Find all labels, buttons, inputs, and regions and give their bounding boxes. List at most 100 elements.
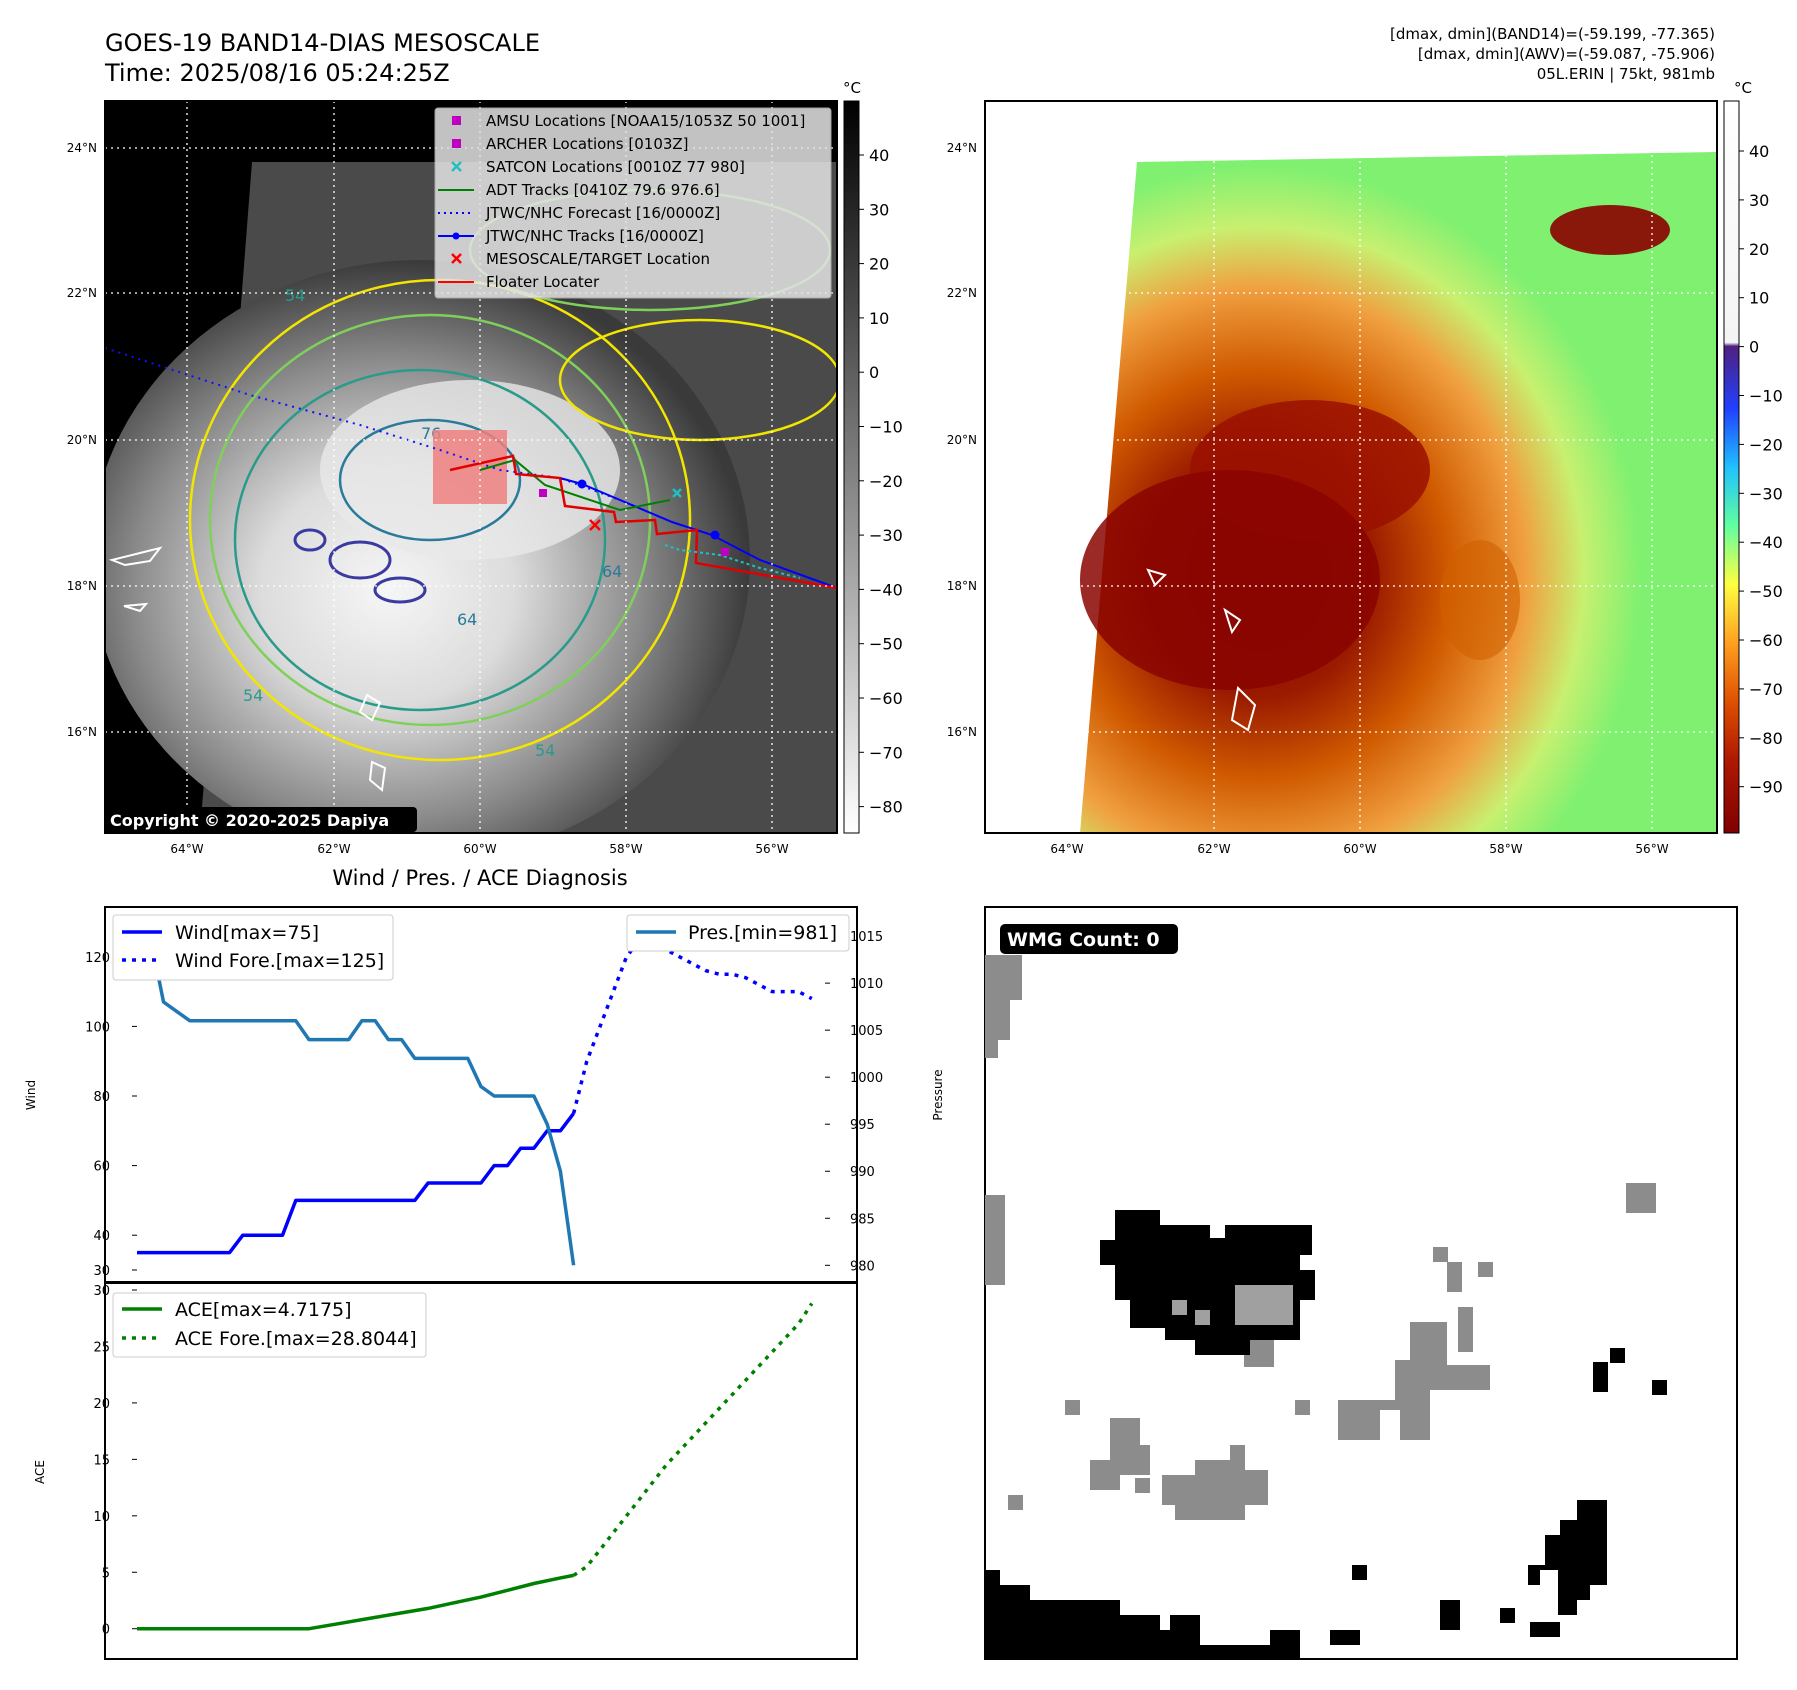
lat-label: 18°N [67,579,97,593]
legend-item: MESOSCALE/TARGET Location [451,250,710,268]
legend-wind: Wind[max=75] [175,922,319,944]
diagnosis-title: Wind / Pres. / ACE Diagnosis [332,866,627,890]
lon-label: 58°W [1489,842,1522,856]
colorbar-tick-label: −50 [1749,582,1783,601]
y2-tick-label: 995 [850,1118,875,1133]
awv-map-panel: 24°N 22°N 20°N 18°N 16°N 64°W 62°W 60°W … [947,79,1783,856]
legend-label: JTWC/NHC Tracks [16/0000Z] [485,227,704,245]
colorbar-tick-label: −50 [869,635,903,654]
legend-item: ADT Tracks [0410Z 79.6 976.6] [438,181,720,199]
info-storm: 05L.ERIN | 75kt, 981mb [1537,65,1715,83]
colorbar-tick-label: 40 [869,146,889,165]
legend-label: AMSU Locations [NOAA15/1053Z 50 1001] [486,112,805,130]
ir-colorbar-ticks: 40 30 20 10 0 −10 −20 −30 −40 −50 −60 −70 −80 [859,146,903,817]
island-outline [1223,607,1242,635]
legend-x-marker [451,161,462,172]
y2-tick-label: 1005 [850,1024,883,1039]
legend-pressure: Pres.[min=981] [688,922,837,944]
contour-label: 54 [243,686,263,705]
copyright-text: Copyright © 2020-2025 Dapiya [110,811,389,830]
info-band14: [dmax, dmin](BAND14)=(-59.199, -77.365) [1390,25,1715,43]
wmg-count-box [1000,924,1178,954]
map-legend: AMSU Locations [NOAA15/1053Z 50 1001] ARC… [434,107,832,299]
legend-label: JTWC/NHC Forecast [16/0000Z] [485,204,720,222]
colorbar-tick-label: −70 [869,743,903,762]
y2-tick-label: 1015 [850,930,883,945]
y-tick-label: 25 [93,1340,110,1355]
lat-label: 20°N [947,433,977,447]
wind-legend: Wind[max=75] Wind Fore.[max=125] [112,914,394,981]
colorbar-tick-label: −80 [1749,729,1783,748]
lon-label: 60°W [1343,842,1376,856]
figure-title: GOES-19 BAND14-DIAS MESOSCALE [105,29,540,57]
lat-label: 16°N [947,725,977,739]
adt-track [479,458,671,512]
colorbar-tick-label: −90 [1749,778,1783,797]
archer-marker [539,489,547,497]
lon-label: 56°W [1635,842,1668,856]
colorbar-tick-label: −80 [869,798,903,817]
y-tick-label: 10 [93,1510,110,1525]
y-tick-label: 5 [102,1566,110,1581]
info-awv: [dmax, dmin](AWV)=(-59.087, -75.906) [1418,45,1715,63]
ace-chart: ACE 0 5 10 15 20 25 30 ACE[max=4.7175] ACE For… [33,1282,858,1660]
y2-tick-label: 1010 [850,977,883,992]
legend-ace: ACE[max=4.7175] [175,1299,352,1321]
ir-lat-labels: 24°N 22°N 20°N 18°N 16°N [67,141,97,739]
y-tick-label: 120 [85,951,110,966]
ir-lon-labels: 64°W 62°W 60°W 58°W 56°W [170,842,788,856]
lon-label: 64°W [1050,842,1083,856]
legend-label: Floater Locater [486,273,600,291]
pressure-legend: Pres.[min=981] [626,914,850,952]
contour-label: 54 [285,286,305,305]
colorbar-tick-label: −10 [869,418,903,437]
awv-colorbar-unit: °C [1734,79,1752,97]
colorbar-tick-label: −40 [869,580,903,599]
wmg-gray-cells [985,955,1656,1520]
lat-label: 24°N [947,141,977,155]
legend-ace-forecast: ACE Fore.[max=28.8044] [175,1328,417,1350]
ir-colorbar [843,100,860,834]
colorbar-tick-label: 20 [869,255,889,274]
awv-colorbar [1723,100,1740,834]
wmg-plot-area [984,906,1738,1660]
y-tick-label: 30 [93,1264,110,1279]
legend-square-marker [452,139,461,148]
mesoscale-target-box [433,430,507,504]
lat-label: 18°N [947,579,977,593]
legend-item: AMSU Locations [NOAA15/1053Z 50 1001] [452,112,805,130]
lat-label: 22°N [947,286,977,300]
wind-pressure-plot-area [104,906,858,1283]
map-legend-box [434,107,832,299]
y-tick-label: 0 [102,1623,110,1638]
contour-label: 54 [535,741,555,760]
lat-label: 22°N [67,286,97,300]
lon-label: 58°W [609,842,642,856]
wmg-count-label: WMG Count: 0 [1007,929,1160,951]
legend-wind-forecast: Wind Fore.[max=125] [175,950,384,972]
legend-x-marker [451,253,462,264]
series-line [137,1573,574,1631]
figure-time: Time: 2025/08/16 05:24:25Z [104,59,450,87]
ir-storm-cloud [105,260,750,833]
target-x-marker [589,519,601,531]
pressure-axis-label: Pressure [931,1069,945,1120]
wmg-gray-cells [1172,1285,1293,1325]
colorbar-tick-label: 20 [1749,240,1769,259]
colorbar-tick-label: −20 [869,472,903,491]
legend-label: ADT Tracks [0410Z 79.6 976.6] [486,181,720,199]
forecast-track [105,347,621,501]
colorbar-tick-label: 30 [869,200,889,219]
awv-colorbar-ticks: 40 30 20 10 0 −10 −20 −30 −40 −50 −60 −70 −80 −90 [1739,142,1783,797]
lon-label: 64°W [170,842,203,856]
colorbar-tick-label: 30 [1749,191,1769,210]
wmg-panel: WMG Count: 0 [984,906,1738,1660]
satcon-x-marker [672,488,682,498]
colorbar-tick-label: −30 [1749,484,1783,503]
contour-blue [328,540,392,580]
contour-teal [233,368,607,712]
lon-label: 56°W [755,842,788,856]
y-tick-label: 40 [93,1229,110,1244]
awv-lat-labels: 24°N 22°N 20°N 18°N 16°N [947,141,977,739]
